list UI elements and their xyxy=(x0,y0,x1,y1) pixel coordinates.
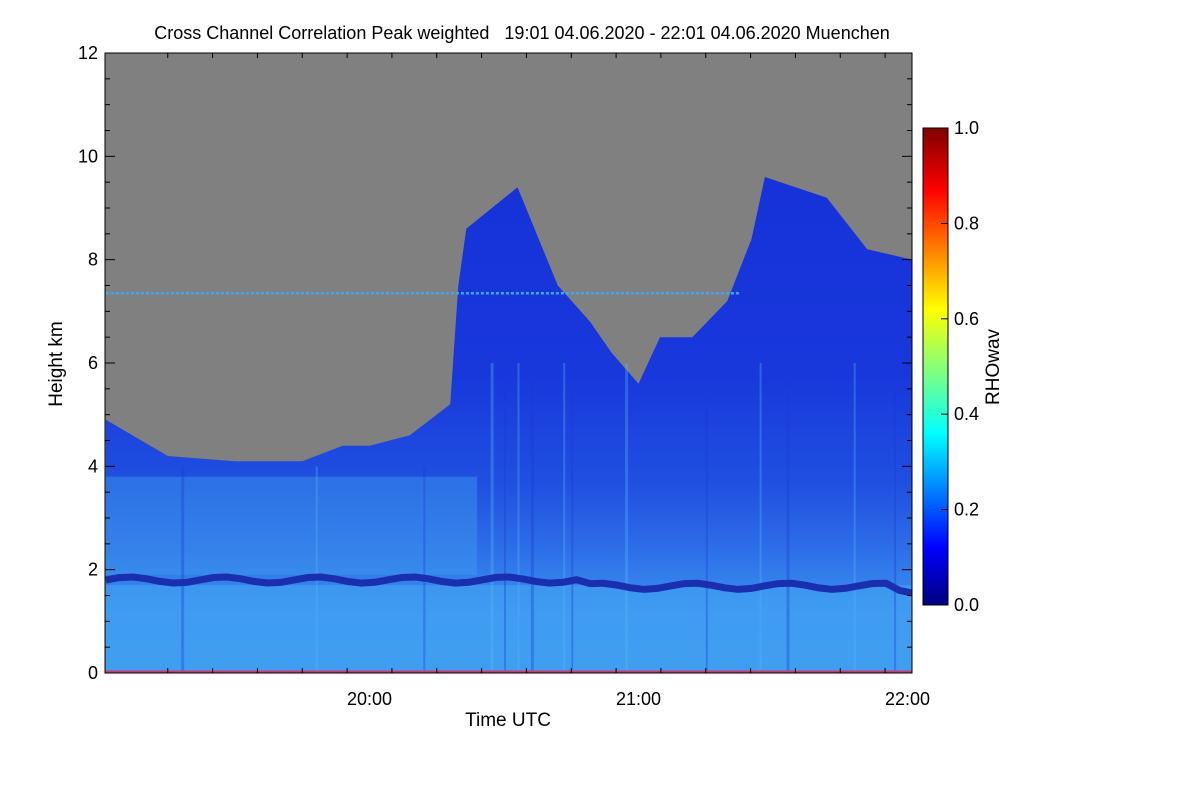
y-tick-label: 0 xyxy=(88,663,98,683)
signal-streak xyxy=(853,363,856,671)
signal-streak xyxy=(517,363,520,671)
y-tick-label: 8 xyxy=(88,250,98,270)
colorbar-tick-label: 1.0 xyxy=(954,118,979,138)
colorbar-tick-label: 0.6 xyxy=(954,309,979,329)
signal-streak xyxy=(530,363,534,671)
residual-layer-band xyxy=(105,476,478,575)
y-axis-title: Height km xyxy=(46,321,67,407)
signal-region xyxy=(105,177,912,673)
signal-streak xyxy=(563,363,566,671)
colorbar-tick-label: 0.4 xyxy=(954,404,979,424)
colorbar-ticks: 0.0 0.2 0.4 0.6 0.8 1.0 xyxy=(941,118,979,615)
x-tick-label: 20:00 xyxy=(347,689,392,709)
colorbar: 0.0 0.2 0.4 0.6 0.8 1.0 RHOwav xyxy=(922,118,1004,615)
plot-area xyxy=(105,53,912,673)
boundary-layer-band xyxy=(105,585,912,673)
y-tick-label: 12 xyxy=(78,43,98,63)
signal-streak xyxy=(571,363,574,671)
colorbar-tick-label: 0.2 xyxy=(954,500,979,520)
signal-streaks xyxy=(181,363,897,671)
chart-title: Cross Channel Correlation Peak weighted … xyxy=(154,23,890,43)
signal-streak xyxy=(315,466,318,671)
signal-streak xyxy=(423,466,426,671)
signal-streak xyxy=(786,363,790,671)
signal-streak xyxy=(625,363,629,671)
signal-streak xyxy=(759,363,762,671)
y-tick-label: 4 xyxy=(88,456,98,476)
x-axis-title: Time UTC xyxy=(465,710,551,731)
signal-streak xyxy=(490,363,494,671)
y-tick-label: 6 xyxy=(88,353,98,373)
colorbar-title: RHOwav xyxy=(983,328,1004,405)
colorbar-tick-label: 0.8 xyxy=(954,213,979,233)
signal-streak xyxy=(894,363,897,671)
x-tick-label: 22:00 xyxy=(885,689,930,709)
signal-streak xyxy=(705,363,708,671)
signal-streak xyxy=(181,466,185,671)
colorbar-gradient xyxy=(922,127,949,606)
x-tick-label: 21:00 xyxy=(616,689,661,709)
colorbar-tick-label: 0.0 xyxy=(954,595,979,615)
aerosol-layer-top-line xyxy=(105,573,912,597)
x-axis: 20:00 21:00 22:00 xyxy=(167,53,930,709)
signal-streak xyxy=(504,363,506,671)
y-axis: 0 2 4 6 8 10 12 xyxy=(78,43,912,683)
y-tick-label: 2 xyxy=(88,560,98,580)
y-tick-label: 10 xyxy=(78,146,98,166)
